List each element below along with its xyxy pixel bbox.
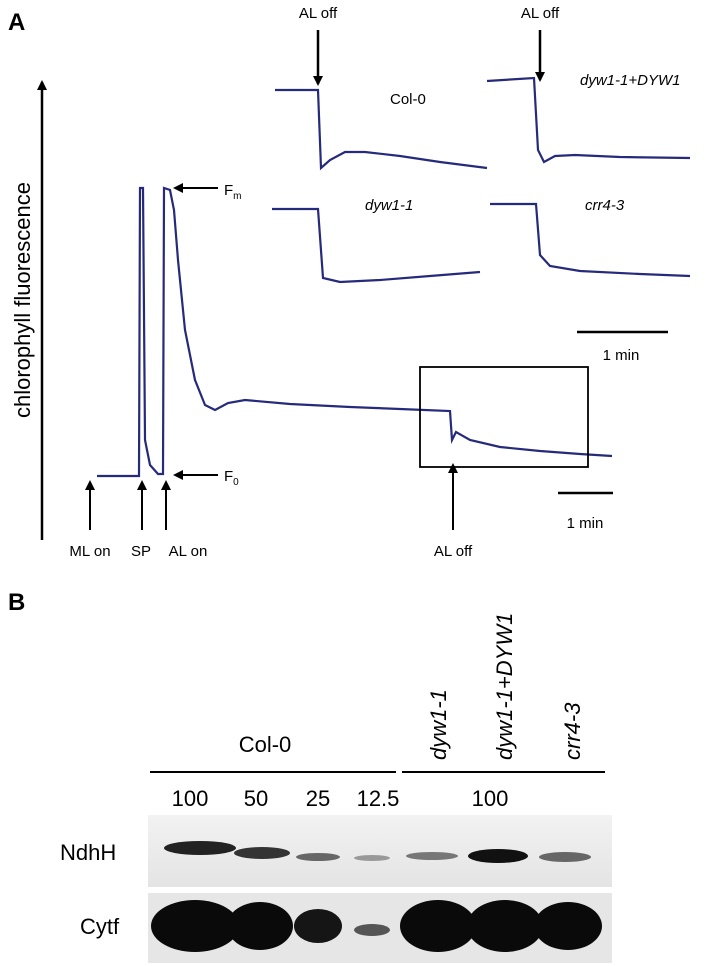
event-label: AL off xyxy=(434,543,473,560)
amount-label: 50 xyxy=(244,786,268,811)
trace-label: dyw1-1+DYW1 xyxy=(580,72,680,89)
inset-arrow-label: AL off xyxy=(299,5,338,22)
amount-label: 100 xyxy=(472,786,509,811)
trace-label: Col-0 xyxy=(390,91,426,108)
trace-label: crr4-3 xyxy=(585,197,625,214)
event-label: SP xyxy=(131,543,151,560)
event-label: ML on xyxy=(69,543,110,560)
amount-label: 100 xyxy=(172,786,209,811)
amount-label: 12.5 xyxy=(357,786,400,811)
inset-trace xyxy=(272,207,481,284)
trace-label: dyw1-1 xyxy=(365,197,413,214)
row-label: NdhH xyxy=(60,840,116,865)
lane-label: dyw1-1 xyxy=(426,689,451,760)
inset-trace xyxy=(490,202,691,278)
inset-trace xyxy=(486,76,691,164)
bands xyxy=(164,841,591,863)
amount-label: 25 xyxy=(306,786,330,811)
lane-label: dyw1-1+DYW1 xyxy=(492,613,517,760)
scale-bar-label: 1 min xyxy=(567,515,604,532)
inset-trace xyxy=(275,88,488,171)
lane-label: crr4-3 xyxy=(560,702,585,760)
zoom-box xyxy=(419,366,589,468)
scale-bar-label: 1 min xyxy=(603,347,640,364)
y-axis-label: chlorophyll fluorescence xyxy=(10,182,35,418)
event-label: AL on xyxy=(169,543,208,560)
fm-label: Fm xyxy=(224,182,242,202)
bands xyxy=(151,900,602,952)
panel-label: B xyxy=(8,589,25,616)
panel-label: A xyxy=(8,9,25,36)
inset-arrow-label: AL off xyxy=(521,5,560,22)
f0-label: F0 xyxy=(224,468,239,488)
row-label: Cytf xyxy=(80,914,120,939)
fluorescence-trace xyxy=(97,186,613,478)
group-label: Col-0 xyxy=(239,732,292,757)
